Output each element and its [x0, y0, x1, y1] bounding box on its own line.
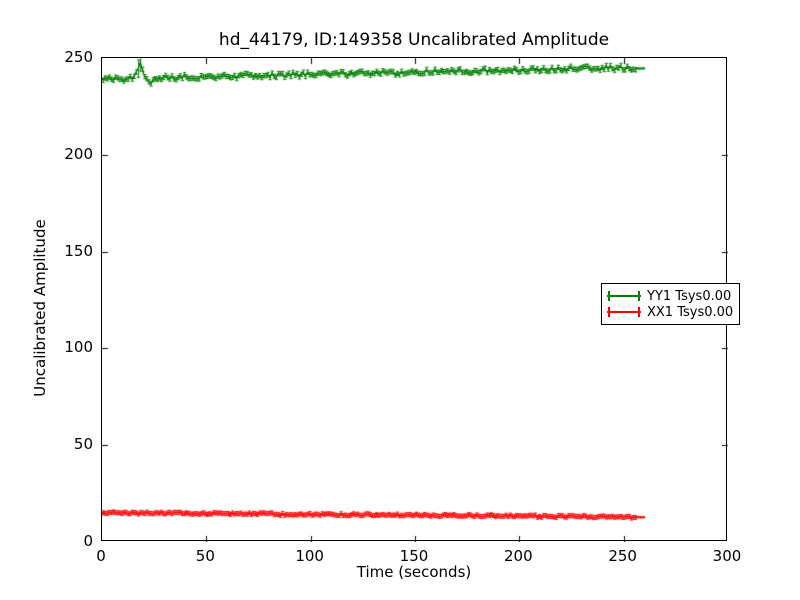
y-tick-label: 150 [64, 241, 93, 260]
x-axis-label: Time (seconds) [356, 563, 472, 581]
y-axis-label: Uncalibrated Amplitude [31, 219, 49, 397]
legend-marker-xx1-icon [607, 305, 641, 319]
x-tick-label: 300 [712, 547, 742, 565]
legend-entry-xx1: XX1 Tsys0.00 [607, 304, 733, 320]
x-tick-label: 100 [295, 547, 324, 565]
x-tick-label: 150 [399, 547, 429, 565]
legend-entry-yy1: YY1 Tsys0.00 [607, 288, 733, 304]
legend-label-yy1: YY1 Tsys0.00 [647, 288, 732, 304]
chart-title: hd_44179, ID:149358 Uncalibrated Amplitu… [218, 30, 610, 50]
y-tick-label: 250 [64, 48, 93, 66]
x-tick-label: 200 [504, 547, 533, 565]
chart-legend: YY1 Tsys0.00 XX1 Tsys0.00 [601, 283, 741, 325]
legend-marker-yy1-icon [607, 289, 641, 303]
y-tick-label: 100 [64, 338, 93, 357]
y-tick-label: 0 [83, 532, 93, 550]
x-tick-label: 50 [195, 547, 215, 565]
x-tick-label: 0 [96, 547, 106, 565]
y-tick-label: 50 [73, 435, 93, 454]
legend-label-xx1: XX1 Tsys0.00 [647, 304, 734, 320]
y-tick-label: 200 [64, 144, 93, 163]
x-tick-label: 250 [608, 547, 637, 565]
